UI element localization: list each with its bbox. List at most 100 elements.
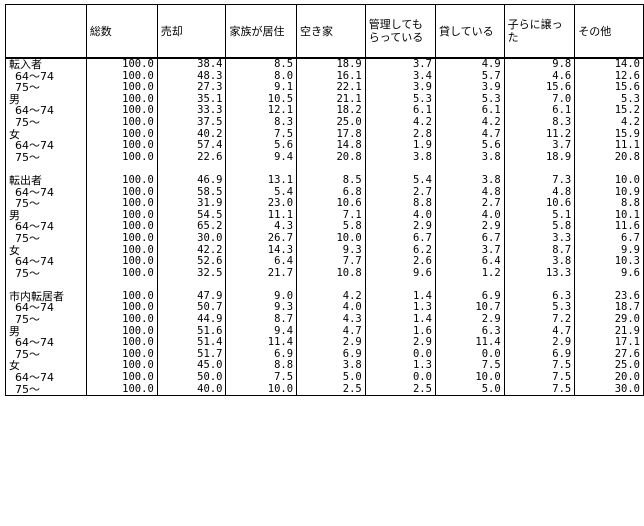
spacer-cell xyxy=(85,279,158,291)
value-cell: 30.0 xyxy=(156,232,227,245)
value-cell: 23.0 xyxy=(225,198,298,210)
value-cell: 1.3 xyxy=(364,360,436,373)
value-cell: 3.7 xyxy=(434,244,505,257)
row-label: 75～ xyxy=(5,198,87,210)
row-label: 女 xyxy=(5,128,87,141)
spacer-cell xyxy=(296,163,366,175)
value-cell: 5.7 xyxy=(434,70,505,83)
value-cell: 100.0 xyxy=(85,116,158,129)
spacer-cell xyxy=(156,163,227,175)
value-cell: 9.4 xyxy=(225,325,298,338)
value-cell: 4.7 xyxy=(434,128,505,141)
row-label: 転入者 xyxy=(5,58,87,71)
value-cell: 65.2 xyxy=(156,221,227,233)
header-cell-1: 総数 xyxy=(85,4,158,59)
value-cell: 10.9 xyxy=(574,186,644,199)
value-cell: 17.1 xyxy=(574,337,644,349)
header-cell-5: 管理してもらっている xyxy=(364,4,436,59)
value-cell: 1.3 xyxy=(364,302,436,315)
value-cell: 18.9 xyxy=(503,151,576,164)
value-cell: 10.0 xyxy=(574,174,644,187)
value-cell: 23.6 xyxy=(574,290,644,303)
value-cell: 29.0 xyxy=(574,314,644,326)
value-cell: 10.0 xyxy=(296,232,366,245)
header-row: 総数 売却 家族が居住 空き家 管理してもらっている 貸している 子らに譲った … xyxy=(5,4,644,59)
row-label: 75～ xyxy=(5,116,87,129)
value-cell: 48.3 xyxy=(156,70,227,83)
value-cell: 30.0 xyxy=(574,383,644,397)
value-cell: 50.7 xyxy=(156,302,227,315)
value-cell: 100.0 xyxy=(85,105,158,117)
value-cell: 50.0 xyxy=(156,372,227,384)
value-cell: 6.1 xyxy=(503,105,576,117)
value-cell: 7.7 xyxy=(296,256,366,268)
table-row: 64～74 100.0 50.0 7.5 5.0 0.0 10.0 7.5 20.0 xyxy=(5,372,644,384)
table-row: 64～74 100.0 50.7 9.3 4.0 1.3 10.7 5.3 18.7 xyxy=(5,302,644,315)
row-label: 64～74 xyxy=(5,221,87,233)
row-label: 64～74 xyxy=(5,70,87,83)
value-cell: 10.8 xyxy=(296,267,366,280)
value-cell: 2.8 xyxy=(364,128,436,141)
value-cell: 4.2 xyxy=(434,116,505,129)
value-cell: 14.0 xyxy=(574,58,644,71)
value-cell: 1.9 xyxy=(364,140,436,152)
row-label: 転出者 xyxy=(5,174,87,187)
spacer-cell xyxy=(434,163,505,175)
value-cell: 7.1 xyxy=(296,209,366,222)
value-cell: 6.1 xyxy=(364,105,436,117)
value-cell: 100.0 xyxy=(85,93,158,106)
value-cell: 5.3 xyxy=(574,93,644,106)
value-cell: 8.7 xyxy=(503,244,576,257)
value-cell: 5.6 xyxy=(225,140,298,152)
value-cell: 100.0 xyxy=(85,267,158,280)
value-cell: 100.0 xyxy=(85,82,158,94)
value-cell: 40.0 xyxy=(156,383,227,397)
value-cell: 27.6 xyxy=(574,348,644,361)
value-cell: 8.8 xyxy=(574,198,644,210)
table-row: 75～ 100.0 44.9 8.7 4.3 1.4 2.9 7.2 29.0 xyxy=(5,314,644,326)
value-cell: 44.9 xyxy=(156,314,227,326)
data-table: 総数 売却 家族が居住 空き家 管理してもらっている 貸している 子らに譲った … xyxy=(5,4,644,397)
value-cell: 3.7 xyxy=(503,140,576,152)
table-row: 女 100.0 42.2 14.3 9.3 6.2 3.7 8.7 9.9 xyxy=(5,244,644,257)
header-cell-7: 子らに譲った xyxy=(503,4,576,59)
table-row: 75～ 100.0 32.5 21.7 10.8 9.6 1.2 13.3 9.6 xyxy=(5,267,644,280)
value-cell: 11.4 xyxy=(225,337,298,349)
header-cell-6: 貸している xyxy=(434,4,505,59)
table-row: 75～ 100.0 30.0 26.7 10.0 6.7 6.7 3.3 6.7 xyxy=(5,232,644,245)
value-cell: 9.9 xyxy=(574,244,644,257)
value-cell: 9.3 xyxy=(296,244,366,257)
value-cell: 2.9 xyxy=(434,221,505,233)
value-cell: 8.5 xyxy=(225,58,298,71)
value-cell: 21.9 xyxy=(574,325,644,338)
value-cell: 42.2 xyxy=(156,244,227,257)
value-cell: 5.3 xyxy=(364,93,436,106)
value-cell: 4.0 xyxy=(296,302,366,315)
value-cell: 9.6 xyxy=(574,267,644,280)
value-cell: 16.1 xyxy=(296,70,366,83)
value-cell: 58.5 xyxy=(156,186,227,199)
value-cell: 3.8 xyxy=(434,151,505,164)
value-cell: 2.9 xyxy=(434,314,505,326)
table-row: 75～ 100.0 51.7 6.9 6.9 0.0 0.0 6.9 27.6 xyxy=(5,348,644,361)
spacer-row xyxy=(5,163,644,175)
value-cell: 7.5 xyxy=(503,383,576,397)
value-cell: 25.0 xyxy=(296,116,366,129)
value-cell: 10.5 xyxy=(225,93,298,106)
value-cell: 100.0 xyxy=(85,232,158,245)
value-cell: 15.9 xyxy=(574,128,644,141)
value-cell: 0.0 xyxy=(364,372,436,384)
value-cell: 5.4 xyxy=(225,186,298,199)
spacer-cell xyxy=(434,279,505,291)
value-cell: 8.0 xyxy=(225,70,298,83)
value-cell: 10.7 xyxy=(434,302,505,315)
value-cell: 4.7 xyxy=(503,325,576,338)
value-cell: 6.8 xyxy=(296,186,366,199)
value-cell: 7.3 xyxy=(503,174,576,187)
value-cell: 3.4 xyxy=(364,70,436,83)
value-cell: 4.8 xyxy=(503,186,576,199)
row-label: 75～ xyxy=(5,314,87,326)
value-cell: 20.8 xyxy=(296,151,366,164)
value-cell: 10.3 xyxy=(574,256,644,268)
value-cell: 100.0 xyxy=(85,302,158,315)
